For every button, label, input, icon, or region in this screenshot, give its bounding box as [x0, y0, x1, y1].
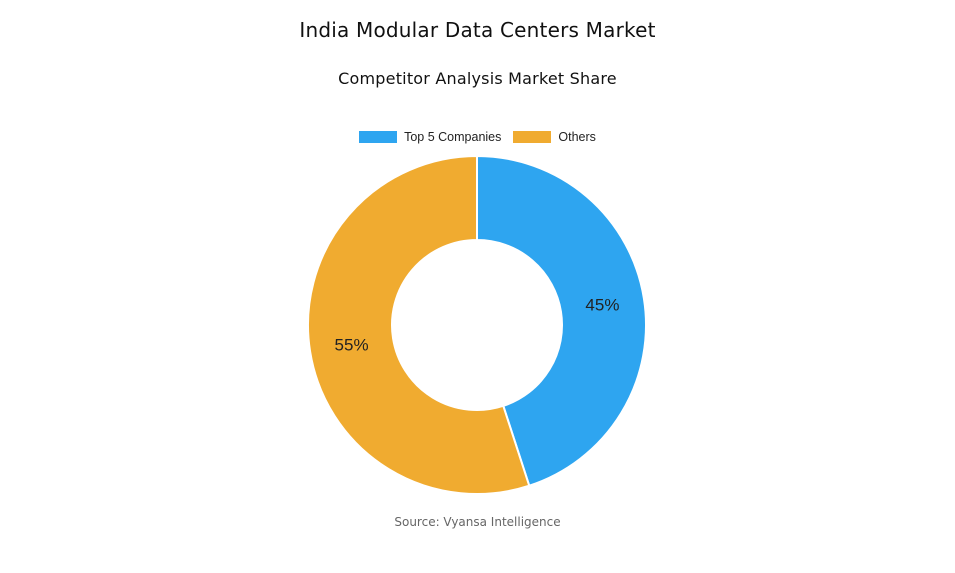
slice-label-top-5-companies: 45% — [585, 296, 619, 315]
legend-item-others[interactable]: Others — [513, 130, 596, 144]
donut-labels: 45% 55% — [335, 296, 620, 355]
legend-swatch-top-5-companies — [359, 131, 398, 143]
legend-swatch-others — [513, 131, 552, 143]
legend-label-others: Others — [558, 130, 596, 144]
donut-slice-top-5-companies[interactable] — [476, 154, 648, 487]
chart-subtitle: Competitor Analysis Market Share — [338, 69, 617, 88]
legend-label-top-5-companies: Top 5 Companies — [404, 130, 502, 144]
donut-slices — [307, 154, 648, 495]
chart-title: India Modular Data Centers Market — [299, 18, 656, 42]
slice-label-others: 55% — [335, 335, 369, 354]
donut-slice-others[interactable] — [307, 154, 531, 495]
chart-legend: Top 5 Companies Others — [0, 130, 955, 144]
legend-item-top-5-companies[interactable]: Top 5 Companies — [359, 130, 501, 144]
source-note: Source: Vyansa Intelligence — [394, 515, 561, 529]
